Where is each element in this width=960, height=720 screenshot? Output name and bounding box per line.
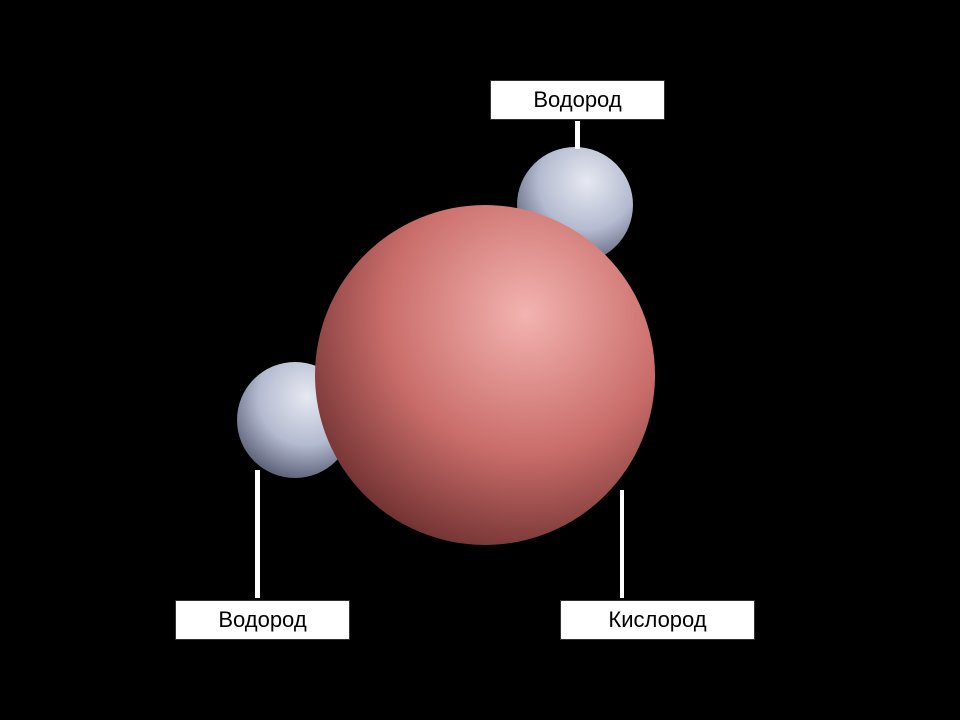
label-oxygen: Кислород: [560, 600, 755, 640]
connector-line-left: [255, 470, 260, 598]
label-text: Водород: [533, 87, 621, 113]
oxygen-atom: [315, 205, 655, 545]
label-text: Кислород: [608, 607, 706, 633]
label-hydrogen-left: Водород: [175, 600, 350, 640]
connector-line-top: [575, 121, 580, 149]
label-hydrogen-top: Водород: [490, 80, 665, 120]
label-text: Водород: [218, 607, 306, 633]
molecule-diagram: Водород Водород Кислород: [0, 0, 960, 720]
connector-line-right: [620, 490, 624, 598]
